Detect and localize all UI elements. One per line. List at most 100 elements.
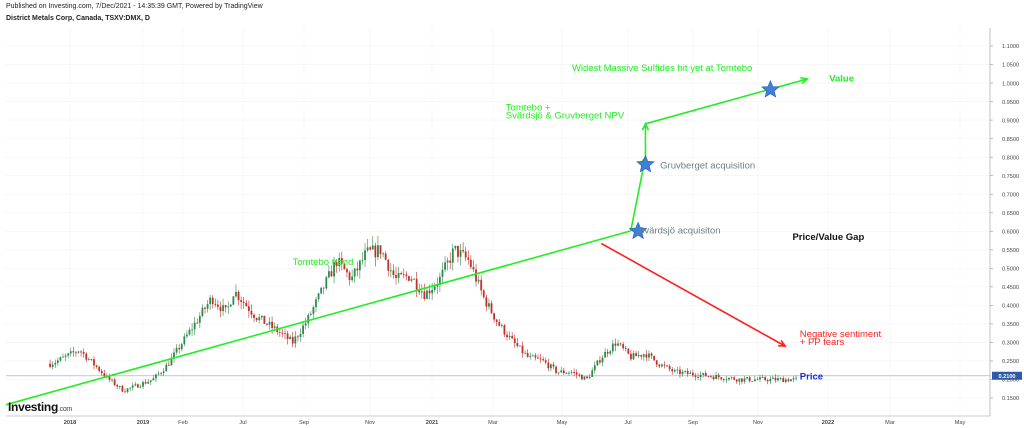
candle	[268, 321, 271, 325]
candle	[493, 313, 496, 320]
candle	[216, 304, 219, 307]
candle	[516, 343, 519, 347]
candle	[617, 343, 619, 346]
candle	[266, 323, 268, 325]
candle	[229, 304, 232, 307]
candle	[379, 245, 382, 255]
candle	[382, 253, 385, 255]
candle	[738, 378, 741, 382]
chart-publish-info: Published on Investing.com, 7/Dec/2021 -…	[6, 3, 263, 10]
candle	[777, 378, 779, 381]
candle	[222, 305, 224, 312]
candle	[756, 379, 759, 381]
candle	[157, 373, 160, 375]
price-tick-label: 0.7000	[1002, 192, 1019, 198]
annotations: Widest Massive Sulfides hit yet at Tomte…	[293, 63, 882, 383]
candle	[281, 332, 284, 334]
candle	[330, 271, 333, 277]
candle	[100, 370, 103, 374]
candle	[260, 315, 263, 318]
candle	[733, 377, 736, 380]
candle	[49, 363, 51, 367]
candle	[459, 250, 462, 257]
candle	[746, 377, 748, 379]
candle	[648, 353, 650, 358]
trendline-4	[600, 242, 786, 347]
candle	[725, 379, 728, 381]
candle	[333, 262, 335, 277]
candle	[593, 365, 596, 371]
candle	[599, 360, 601, 363]
candle	[98, 366, 101, 371]
candle	[183, 336, 186, 345]
candle	[552, 364, 555, 367]
candle	[446, 260, 449, 263]
candle	[784, 379, 787, 382]
candle	[108, 375, 111, 380]
candle	[717, 375, 720, 378]
candle	[116, 385, 119, 387]
candle	[162, 371, 165, 373]
candle	[418, 289, 421, 293]
candle	[444, 262, 446, 270]
candle	[671, 369, 674, 372]
candle	[126, 388, 129, 392]
candle	[165, 364, 168, 372]
candle	[82, 351, 85, 354]
candle	[121, 385, 124, 392]
candle	[586, 376, 588, 379]
candle	[155, 374, 157, 379]
candle	[743, 378, 746, 382]
candle	[761, 377, 764, 379]
candle	[482, 290, 485, 298]
candle	[475, 269, 477, 282]
price-tick-label: 0.8000	[1002, 155, 1019, 161]
candle	[327, 271, 330, 278]
candle	[609, 351, 612, 354]
candle	[498, 321, 501, 326]
candle	[632, 353, 635, 360]
candle	[469, 259, 472, 268]
candle	[795, 377, 798, 379]
candle	[580, 374, 583, 380]
price-tick-label: 0.2000	[1002, 378, 1019, 384]
candle	[477, 279, 480, 282]
candle	[627, 348, 630, 354]
candle	[480, 279, 483, 291]
candle	[253, 314, 255, 318]
chart-instrument-title: District Metals Corp, Canada, TSXV:DMX, …	[6, 15, 150, 22]
candle	[464, 251, 467, 258]
annotation-label: Price	[800, 371, 823, 382]
candle	[769, 378, 772, 382]
candle	[415, 278, 418, 290]
candle	[630, 353, 632, 360]
candle	[699, 374, 702, 378]
candle	[387, 259, 390, 271]
candle	[490, 303, 493, 314]
candle	[668, 365, 671, 370]
candle	[209, 297, 212, 305]
candle	[351, 276, 354, 281]
candle	[792, 378, 795, 380]
candle	[588, 376, 591, 379]
candle	[759, 377, 761, 380]
price-tick-label: 0.9000	[1002, 118, 1019, 124]
candle	[348, 272, 351, 281]
candle	[142, 382, 144, 387]
candle	[315, 299, 317, 308]
time-tick-label: May	[955, 420, 966, 426]
candle	[694, 375, 697, 377]
candle	[614, 343, 617, 346]
candle	[578, 374, 581, 376]
price-tick-label: 0.9500	[1002, 100, 1019, 106]
candle	[144, 382, 147, 384]
candle	[500, 325, 503, 326]
candle	[152, 378, 155, 381]
price-tick-label: 0.4000	[1002, 304, 1019, 310]
candle	[779, 378, 782, 379]
candle	[420, 291, 423, 293]
candle	[679, 369, 681, 375]
last-price-label: 0.2100	[998, 374, 1015, 380]
candle	[423, 291, 426, 300]
